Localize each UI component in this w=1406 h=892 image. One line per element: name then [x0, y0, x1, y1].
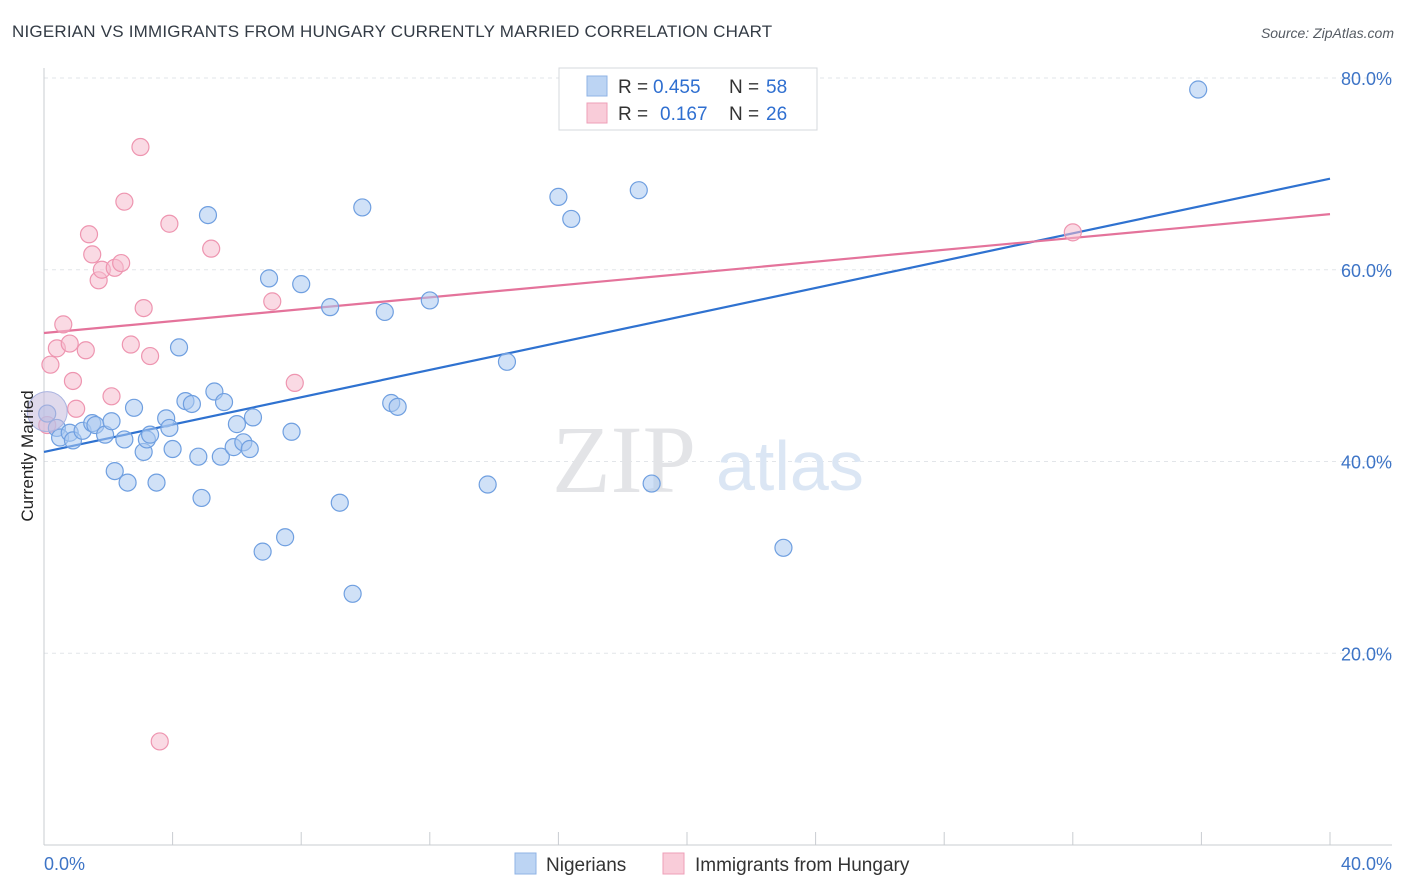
data-point-nigerians — [375, 302, 394, 322]
data-point-hungary — [54, 315, 73, 334]
data-point-hungary — [67, 399, 86, 418]
data-point-cluster — [26, 391, 68, 433]
y-axis-label: Currently Married — [18, 390, 37, 521]
legend-n-label-1: N = — [729, 77, 759, 98]
legend-r-label-2: R = — [618, 104, 648, 125]
data-point-nigerians — [259, 269, 279, 288]
legend: R = 0.455 N = 58 R = 0.167 N = 26 — [558, 67, 818, 131]
bottom-legend-label-nigerians: Nigerians — [546, 855, 626, 876]
data-point-hungary — [102, 387, 121, 406]
y-tick-label: 40.0% — [1341, 453, 1392, 473]
data-point-nigerians — [253, 542, 272, 561]
data-point-hungary — [140, 346, 160, 366]
watermark-zip: ZIP — [552, 406, 696, 513]
legend-r-value-1: 0.455 — [653, 77, 701, 98]
data-point-nigerians — [227, 415, 246, 434]
data-point-nigerians — [243, 408, 263, 427]
data-point-nigerians — [276, 528, 295, 547]
data-point-nigerians — [343, 584, 362, 603]
data-point-nigerians — [774, 538, 793, 557]
data-point-nigerians — [198, 206, 218, 225]
data-point-nigerians — [642, 474, 661, 493]
data-point-nigerians — [147, 473, 166, 492]
data-point-hungary — [83, 245, 102, 264]
data-point-hungary — [112, 253, 131, 273]
axes — [43, 68, 1392, 846]
y-tick-label: 20.0% — [1341, 644, 1392, 664]
data-point-hungary — [131, 137, 150, 157]
chart-title: NIGERIAN VS IMMIGRANTS FROM HUNGARY CURR… — [12, 22, 773, 41]
data-point-hungary — [160, 214, 179, 233]
data-point-nigerians — [321, 298, 340, 317]
legend-n-label-2: N = — [729, 104, 759, 125]
x-tick-marks — [43, 832, 1331, 845]
source-label: Source: ZipAtlas.com — [1260, 25, 1394, 41]
data-point-hungary — [121, 335, 140, 354]
y-tick-labels: 20.0% 40.0% 60.0% 80.0% — [1341, 69, 1392, 664]
bottom-legend-swatch-nigerians — [514, 852, 537, 875]
data-point-nigerians — [169, 338, 189, 357]
data-point-nigerians — [214, 392, 234, 412]
legend-r-label-1: R = — [618, 77, 648, 98]
data-point-nigerians — [160, 418, 179, 438]
x-tick-label-min: 0.0% — [44, 854, 85, 874]
data-point-nigerians — [105, 461, 124, 481]
data-point-nigerians — [140, 425, 160, 444]
data-point-nigerians — [192, 488, 211, 508]
bottom-legend-label-hungary: Immigrants from Hungary — [695, 855, 910, 876]
data-points — [26, 80, 1208, 751]
data-point-nigerians — [124, 398, 144, 417]
data-point-hungary — [134, 299, 153, 318]
trend-lines — [43, 177, 1331, 453]
bottom-legend: Nigerians Immigrants from Hungary — [514, 852, 910, 876]
data-point-nigerians — [420, 291, 439, 310]
data-point-nigerians — [478, 475, 497, 494]
x-tick-label-max: 40.0% — [1341, 854, 1392, 874]
data-point-nigerians — [353, 198, 372, 217]
data-point-nigerians — [1189, 80, 1208, 99]
data-point-nigerians — [292, 275, 311, 294]
trend-line-nigerians — [43, 177, 1331, 453]
data-point-nigerians — [182, 394, 201, 414]
data-point-nigerians — [497, 352, 517, 371]
data-point-nigerians — [549, 187, 568, 206]
data-point-hungary — [202, 239, 221, 258]
data-point-hungary — [150, 732, 169, 751]
legend-swatch-nigerians — [586, 75, 608, 97]
legend-r-value-2: 0.167 — [660, 104, 708, 125]
legend-n-value-1: 58 — [766, 77, 787, 98]
data-point-nigerians — [562, 209, 581, 229]
y-tick-label: 60.0% — [1341, 261, 1392, 281]
data-point-nigerians — [102, 412, 121, 431]
data-point-hungary — [79, 225, 99, 244]
data-point-nigerians — [115, 430, 134, 449]
x-tick-labels: 0.0% 40.0% — [44, 854, 1392, 874]
data-point-nigerians — [118, 473, 137, 492]
data-point-nigerians — [189, 447, 208, 466]
grid-lines — [44, 77, 1392, 654]
data-point-nigerians — [282, 422, 301, 441]
data-point-nigerians — [240, 439, 259, 459]
data-point-hungary — [41, 355, 60, 374]
legend-n-value-2: 26 — [766, 104, 787, 125]
watermark-atlas: atlas — [716, 427, 864, 505]
bottom-legend-swatch-hungary — [662, 852, 685, 875]
data-point-hungary — [285, 373, 304, 392]
watermark: ZIP atlas — [552, 406, 864, 513]
legend-swatch-hungary — [586, 102, 608, 124]
data-point-hungary — [76, 341, 95, 360]
data-point-hungary — [60, 334, 79, 353]
trend-line-hungary — [43, 213, 1331, 335]
data-point-hungary — [63, 371, 83, 391]
data-point-nigerians — [629, 181, 648, 200]
data-point-nigerians — [163, 439, 182, 459]
data-point-nigerians — [330, 493, 349, 512]
data-point-hungary — [115, 192, 134, 211]
y-tick-label: 80.0% — [1341, 69, 1392, 89]
data-point-nigerians — [388, 397, 407, 416]
data-point-hungary — [263, 292, 282, 311]
data-point-hungary — [1063, 223, 1082, 242]
data-point-nigerians — [211, 447, 230, 466]
